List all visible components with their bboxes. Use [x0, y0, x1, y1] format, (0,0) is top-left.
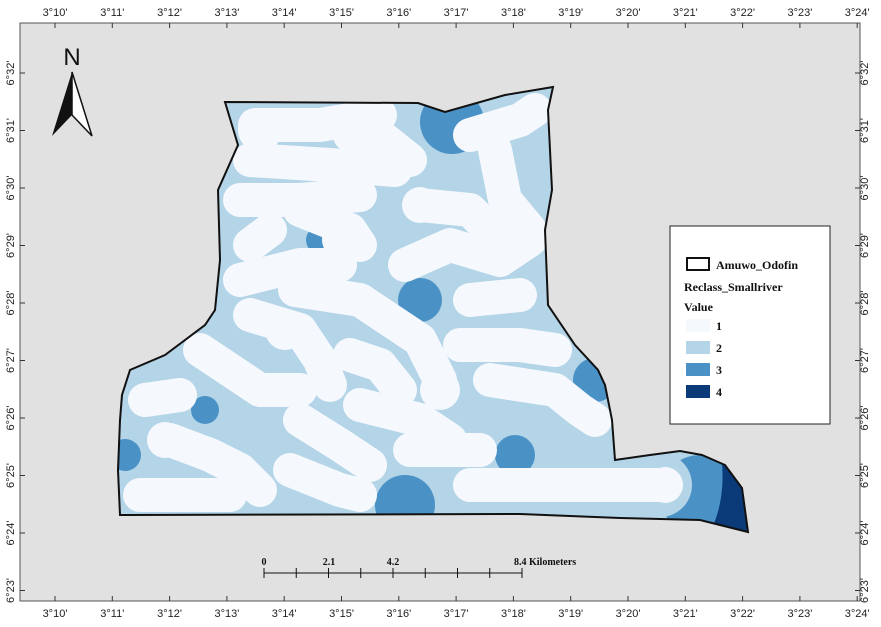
bottom-lon-label: 3°17': [444, 608, 469, 620]
left-lat-label: 6°30': [5, 176, 17, 201]
legend-value-heading: Value: [684, 300, 714, 314]
scale-bar: 0 2.1 4.2 8.4 Kilometers: [262, 557, 576, 578]
bottom-lon-label: 3°16': [386, 608, 411, 620]
right-lat-label: 6°27': [859, 348, 871, 373]
top-lon-label: 3°16': [386, 7, 411, 19]
legend: Amuwo_Odofin Reclass_Smallriver Value 1 2…: [669, 225, 831, 425]
bottom-lon-label: 3°13': [214, 608, 239, 620]
left-lat-label: 6°24': [5, 521, 17, 546]
right-lat-label: 6°29': [859, 233, 871, 258]
left-lat-label: 6°26': [5, 406, 17, 431]
top-lon-label: 3°21': [673, 7, 698, 19]
left-lat-label: 6°23': [5, 578, 17, 603]
scale-label-0: 0: [262, 557, 267, 568]
left-latitude-labels: 6°32' 6°31' 6°30' 6°29' 6°28' 6°27' 6°26' 6°25'…: [5, 61, 17, 603]
right-lat-label: 6°30': [859, 176, 871, 201]
bottom-lon-label: 3°15': [329, 608, 354, 620]
bottom-lon-label: 3°14': [272, 608, 297, 620]
scale-label-2-1: 2.1: [323, 557, 336, 568]
bottom-lon-label: 3°24': [845, 608, 870, 620]
legend-class-label-2: 2: [716, 341, 722, 355]
top-lon-label: 3°24': [845, 7, 870, 19]
top-lon-label: 3°20': [616, 7, 641, 19]
top-lon-label: 3°10': [43, 7, 68, 19]
scale-label-4-2: 4.2: [387, 557, 400, 568]
raster-class-1-blobs: [147, 108, 683, 503]
bottom-lon-label: 3°12': [157, 608, 182, 620]
bottom-lon-label: 3°11': [100, 608, 124, 620]
scale-bar-ticks: [263, 568, 523, 578]
scale-label-8-4: 8.4 Kilometers: [514, 557, 576, 568]
right-lat-label: 6°31': [859, 118, 871, 143]
top-lon-label: 3°22': [730, 7, 755, 19]
north-arrow: N: [52, 44, 93, 137]
legend-boundary-label: Amuwo_Odofin: [716, 258, 798, 272]
legend-class-label-1: 1: [716, 319, 722, 333]
legend-class-label-3: 3: [716, 363, 722, 377]
top-lon-label: 3°15': [329, 7, 354, 19]
top-lon-label: 3°17': [444, 7, 469, 19]
bottom-lon-label: 3°23': [787, 608, 812, 620]
left-lat-label: 6°31': [5, 118, 17, 143]
legend-swatch-2: [686, 341, 710, 354]
left-lat-label: 6°32': [5, 61, 17, 86]
raster-class-4: [712, 462, 748, 532]
left-lat-label: 6°27': [5, 348, 17, 373]
top-lon-label: 3°13': [214, 7, 239, 19]
bottom-lon-label: 3°19': [558, 608, 583, 620]
left-lat-label: 6°29': [5, 233, 17, 258]
bottom-lon-label: 3°20': [616, 608, 641, 620]
right-lat-label: 6°25': [859, 463, 871, 488]
legend-boundary-swatch: [686, 257, 710, 271]
legend-classes: 1 2 3 4: [686, 319, 722, 399]
right-lat-label: 6°32': [859, 61, 871, 86]
top-lon-label: 3°11': [100, 7, 124, 19]
top-lon-label: 3°14': [272, 7, 297, 19]
left-lat-label: 6°28': [5, 291, 17, 316]
left-lat-label: 6°25': [5, 463, 17, 488]
study-area-boundary: [116, 85, 750, 534]
top-lon-label: 3°23': [787, 7, 812, 19]
right-lat-label: 6°24': [859, 521, 871, 546]
legend-swatch-1: [686, 319, 710, 332]
legend-swatch-4: [686, 385, 710, 398]
top-longitude-labels: 3°10' 3°11' 3°12' 3°13' 3°14' 3°15' 3°16' 3°17'…: [43, 7, 870, 19]
bottom-lon-label: 3°21': [673, 608, 698, 620]
north-arrow-label: N: [63, 44, 80, 71]
legend-layer-title: Reclass_Smallriver: [684, 280, 783, 294]
right-lat-label: 6°26': [859, 406, 871, 431]
bottom-lon-label: 3°18': [501, 608, 526, 620]
top-lon-label: 3°19': [558, 7, 583, 19]
bottom-lon-label: 3°22': [730, 608, 755, 620]
legend-class-label-4: 4: [716, 385, 722, 399]
legend-swatch-3: [686, 363, 710, 376]
graticule-ticks: [20, 23, 860, 601]
bottom-lon-label: 3°10': [43, 608, 68, 620]
right-lat-label: 6°23': [859, 578, 871, 603]
top-lon-label: 3°12': [157, 7, 182, 19]
right-latitude-labels: 6°32' 6°31' 6°30' 6°29' 6°28' 6°27' 6°26' 6°25'…: [859, 61, 871, 603]
bottom-longitude-labels: 3°10' 3°11' 3°12' 3°13' 3°14' 3°15' 3°16' 3°17'…: [43, 608, 870, 620]
north-arrow-icon: [52, 71, 93, 137]
right-lat-label: 6°28': [859, 291, 871, 316]
top-lon-label: 3°18': [501, 7, 526, 19]
